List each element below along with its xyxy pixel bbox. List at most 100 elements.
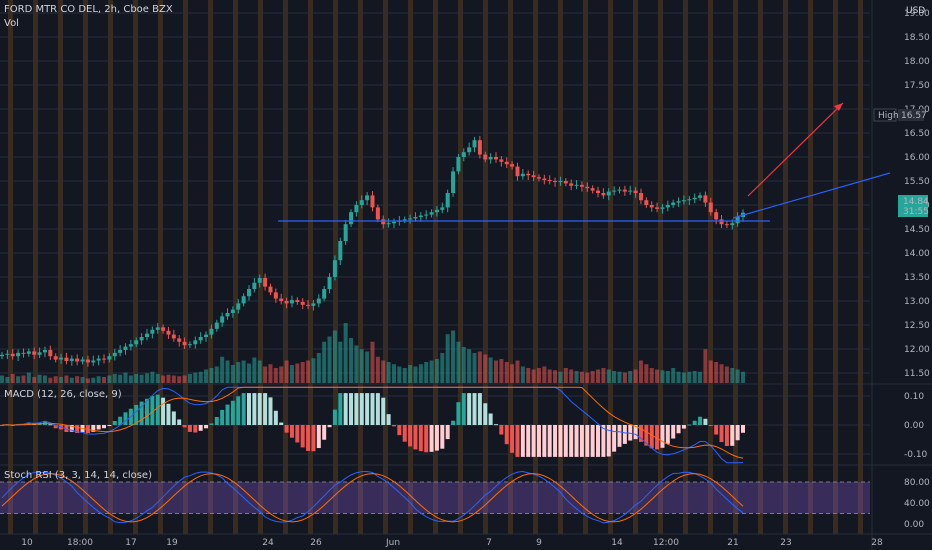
- candle-body: [499, 159, 504, 162]
- candle-body: [332, 260, 337, 277]
- macd-histogram-bar: [139, 401, 144, 425]
- candle-body: [155, 327, 160, 330]
- time-tick-label: 14: [611, 538, 623, 548]
- volume-bar: [531, 369, 536, 383]
- volume-bar: [520, 366, 525, 383]
- candle-body: [590, 188, 595, 191]
- volume-bar: [59, 377, 64, 383]
- candle-body: [724, 224, 729, 226]
- macd-histogram-bar: [536, 425, 541, 457]
- session-stripe: [183, 0, 188, 534]
- candle-body: [166, 330, 171, 335]
- time-tick-label: 28: [871, 538, 883, 548]
- volume-bar: [289, 365, 294, 383]
- signal-line: [1, 386, 744, 459]
- macd-histogram-bar: [467, 393, 472, 425]
- volume-bar: [671, 368, 676, 383]
- volume-bar: [370, 341, 375, 383]
- volume-bar: [327, 336, 332, 383]
- macd-histogram-bar: [612, 425, 617, 452]
- macd-histogram-bar: [434, 425, 439, 451]
- volume-bar: [698, 371, 703, 383]
- price-tick-label: 12.50: [904, 321, 930, 331]
- macd-histogram-bar: [123, 412, 128, 425]
- candle-body: [703, 195, 708, 203]
- macd-histogram-bar: [596, 425, 601, 457]
- symbol-title[interactable]: FORD MTR CO DEL, 2h, Cboe BZX: [4, 4, 173, 15]
- session-stripe: [158, 0, 163, 534]
- volume-bar: [504, 362, 509, 383]
- candle-body: [585, 186, 590, 189]
- macd-histogram-bar: [112, 420, 117, 425]
- volume-bar: [665, 371, 670, 383]
- candle-body: [536, 177, 541, 179]
- macd-histogram-bar: [451, 420, 456, 425]
- session-stripe: [783, 0, 788, 534]
- candle-body: [42, 349, 47, 353]
- macd-histogram-bar: [730, 425, 735, 446]
- volume-bar: [429, 360, 434, 383]
- candle-body: [381, 219, 386, 225]
- price-tick-label: 19.00: [904, 9, 930, 19]
- candle-body: [247, 289, 251, 297]
- candle-body: [638, 193, 643, 201]
- candle-body: [220, 316, 225, 323]
- volume-bar: [16, 376, 21, 383]
- volume-bar: [359, 349, 364, 383]
- candle-body: [107, 356, 112, 360]
- candle-body: [187, 344, 192, 346]
- candle-body: [612, 190, 617, 192]
- volume-bar: [375, 356, 380, 383]
- session-stripe: [208, 0, 213, 534]
- session-stripe: [33, 0, 38, 534]
- volume-bar: [263, 366, 268, 383]
- macd-histogram-bar: [75, 425, 80, 434]
- volume-label[interactable]: Vol: [4, 18, 19, 29]
- volume-bar: [252, 357, 257, 383]
- stoch-band: [0, 482, 870, 514]
- macd-histogram-bar: [284, 425, 289, 433]
- macd-histogram-bar: [327, 425, 332, 428]
- volume-bar: [209, 368, 214, 383]
- candle-body: [37, 352, 42, 355]
- candle-body: [644, 200, 649, 205]
- macd-histogram-bar: [295, 425, 300, 443]
- volume-bar: [343, 323, 348, 383]
- candle-body: [150, 329, 155, 334]
- candle-body: [338, 241, 343, 261]
- volume-bar: [472, 353, 477, 383]
- macd-histogram-bar: [633, 425, 638, 440]
- session-stripe: [433, 0, 438, 534]
- candle-body: [236, 303, 241, 310]
- macd-histogram-bar: [214, 416, 219, 425]
- volume-bar: [445, 334, 450, 383]
- macd-histogram-bar: [182, 425, 187, 428]
- time-tick-label: 17: [125, 538, 136, 548]
- session-stripe: [833, 0, 838, 534]
- macd-label[interactable]: MACD (12, 26, close, 9): [4, 389, 122, 400]
- volume-bar: [42, 375, 47, 383]
- volume-bar: [139, 374, 144, 383]
- time-tick-label: 23: [780, 538, 791, 548]
- volume-bar: [676, 371, 681, 383]
- time-tick-label: 19: [166, 538, 178, 548]
- candle-body: [161, 327, 166, 331]
- volume-bar: [563, 368, 568, 383]
- volume-bar: [655, 369, 660, 383]
- macd-histogram-bar: [692, 420, 697, 425]
- candle-body: [295, 300, 300, 302]
- session-stripe: [733, 0, 738, 534]
- target-arrow: [747, 102, 844, 197]
- candle-body: [102, 358, 107, 360]
- session-stripe: [258, 0, 263, 534]
- candle-body: [263, 277, 268, 287]
- candle-body: [451, 171, 456, 193]
- volume-bar: [187, 374, 192, 383]
- volume-bar: [230, 365, 235, 383]
- stoch-label[interactable]: Stoch RSI (3, 3, 14, 14, close): [4, 470, 152, 481]
- high-badge: High 16.57: [873, 108, 927, 122]
- volume-bar: [456, 341, 461, 383]
- macd-histogram-bar: [187, 425, 192, 432]
- volume-bar: [32, 377, 37, 383]
